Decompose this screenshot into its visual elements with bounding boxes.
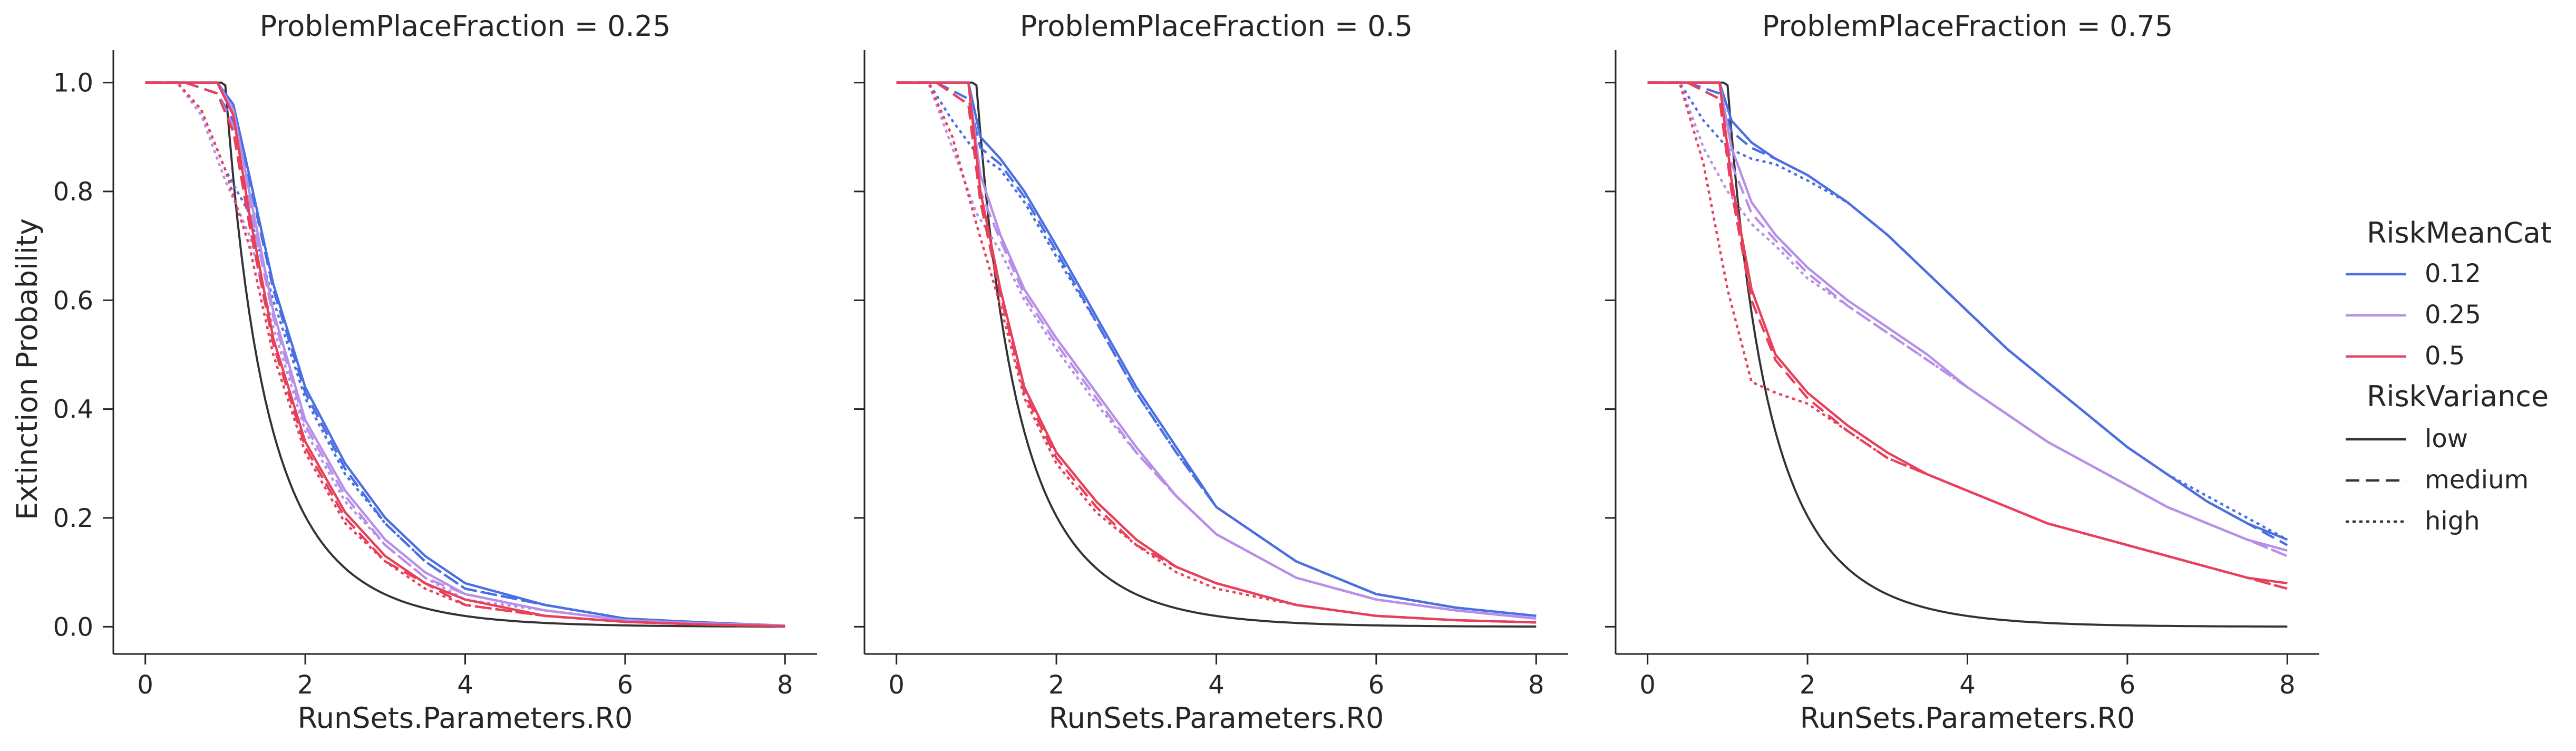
panel-title: ProblemPlaceFraction = 0.75 [1762,9,2173,43]
series-line-0-25-medium [1647,81,2288,557]
legend-style-title: RiskVariance [2367,380,2549,413]
series-line-0-5-high [1647,81,2288,590]
series-line-0-5-low [1647,81,2288,585]
series-line-0-12-low [896,81,1537,618]
y-axis-label: Extinction Probability [11,218,44,520]
panel-title: ProblemPlaceFraction = 0.25 [260,9,671,43]
x-tick-label: 8 [2279,670,2296,700]
y-tick-label: 0.0 [53,612,93,642]
y-tick-label: 0.4 [53,395,93,425]
y-tick-label: 0.6 [53,286,93,315]
panel-1: ProblemPlaceFraction = 0.25 0.0 0.2 0.4 0.6 0… [53,9,817,735]
chart-panels: ProblemPlaceFraction = 0.25 0.0 0.2 0.4 0.6 0… [53,9,2319,735]
series-line-0-25-low [896,81,1537,620]
series-line-0-12-high [1647,81,2288,541]
x-tick-label: 6 [1368,670,1385,700]
series-line-0-12-high [896,81,1537,618]
legend-hue-item-label: 0.5 [2425,341,2465,371]
x-tick-label: 2 [297,670,314,700]
series-line-0-25-high [1647,81,2288,557]
legend-style-item-label: medium [2425,465,2529,495]
reference-curve [896,81,1537,628]
legend-style-item-label: low [2425,424,2468,454]
y-tick-label: 0.8 [53,177,93,207]
legend-style-item-label: high [2425,506,2480,536]
legend-hue-item-label: 0.25 [2425,300,2481,330]
series-line-0-5-medium [896,81,1537,624]
x-tick-label: 0 [1639,670,1656,700]
legend-hue-item-label: 0.12 [2425,259,2481,288]
reference-curve [1647,81,2288,628]
x-axis-label: RunSets.Parameters.R0 [1049,701,1384,735]
x-tick-label: 0 [137,670,153,700]
x-tick-label: 8 [777,670,793,700]
series-line-0-5-high [896,81,1537,624]
legend: RiskMeanCat 0.12 0.25 0.5 RiskVariance low med… [2346,216,2552,536]
x-axis-label: RunSets.Parameters.R0 [298,701,633,735]
panel-3: ProblemPlaceFraction = 0.75 0 2 4 6 8 RunSets.… [1605,9,2319,735]
series-line-0-12-medium [1647,81,2288,546]
series-line-0-12-medium [896,81,1537,618]
x-tick-label: 0 [888,670,905,700]
series-line-0-5-low [896,81,1537,624]
y-tick-label: 1.0 [53,69,93,98]
x-tick-label: 2 [1800,670,1816,700]
x-axis-label: RunSets.Parameters.R0 [1800,701,2135,735]
x-tick-label: 8 [1528,670,1544,700]
series-line-0-5-low [145,81,785,628]
x-tick-label: 4 [1959,670,1976,700]
y-tick-label: 0.2 [53,504,93,533]
series-line-0-25-high [145,81,785,627]
x-tick-label: 2 [1048,670,1065,700]
series-line-0-5-medium [1647,81,2288,590]
series-line-0-25-medium [896,81,1537,620]
series-line-0-25-low [1647,81,2288,552]
legend-hue-title: RiskMeanCat [2367,216,2552,249]
series-line-0-25-high [896,81,1537,620]
x-tick-label: 4 [1208,670,1224,700]
x-tick-label: 6 [617,670,634,700]
reference-curve [145,81,785,628]
x-tick-label: 4 [457,670,473,700]
panel-title: ProblemPlaceFraction = 0.5 [1020,9,1413,43]
x-tick-label: 6 [2120,670,2136,700]
series-line-0-5-high [145,81,785,628]
panel-2: ProblemPlaceFraction = 0.5 0 2 4 6 8 RunSets.P… [854,9,1568,735]
